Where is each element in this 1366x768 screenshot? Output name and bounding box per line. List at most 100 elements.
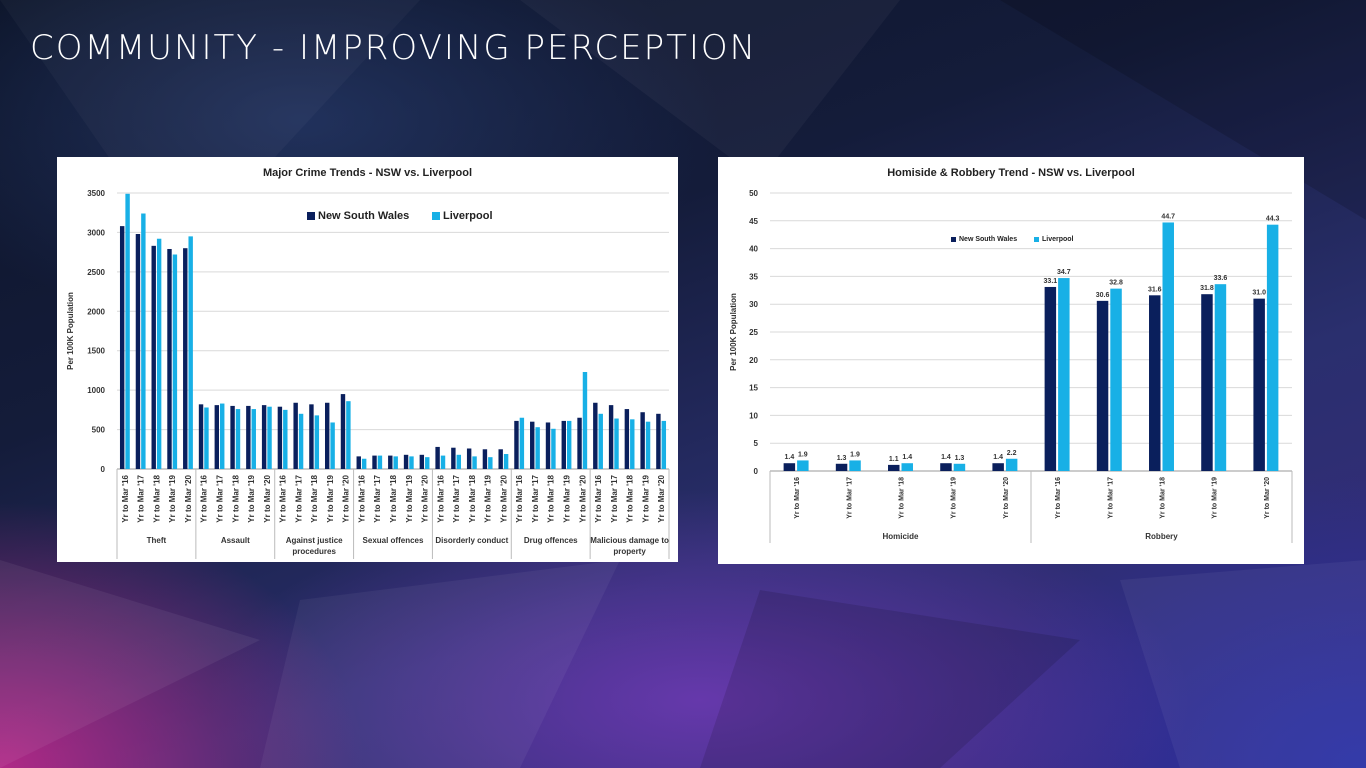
group-label-line: Sexual offences (363, 536, 424, 545)
bar-liverpool (204, 407, 209, 469)
x-tick-label: Yr to Mar '18 (547, 474, 556, 522)
bar-liverpool (377, 455, 383, 469)
y-tick-label: 1500 (87, 347, 105, 356)
bar-nsw (119, 226, 125, 469)
legend-label-nsw: New South Wales (318, 210, 409, 222)
data-label-nsw: 1.4 (941, 454, 951, 461)
y-tick-label: 35 (749, 272, 758, 281)
bar-nsw (135, 234, 141, 469)
bar-liverpool (472, 456, 477, 469)
group-label-line: Drug offences (524, 536, 578, 545)
x-tick-label: Yr to Mar '16 (200, 474, 209, 522)
bar-liverpool (393, 456, 398, 469)
bar-liverpool (598, 413, 603, 469)
group-label-line: Theft (147, 536, 167, 545)
bar-nsw (466, 448, 472, 469)
bar-liverpool (797, 460, 809, 471)
group-label-sexual-offences: Sexual offences (363, 536, 424, 545)
bar-liverpool (251, 409, 256, 469)
bar-liverpool (267, 406, 272, 469)
bar-liverpool (661, 420, 667, 469)
bar-liverpool (1214, 284, 1227, 471)
y-tick-label: 1000 (87, 386, 105, 395)
homicide-robbery-chart: Homiside & Robbery Trend - NSW vs. Liver… (729, 167, 1293, 543)
x-tick-label: Yr to Mar '17 (1107, 477, 1114, 519)
bar-liverpool (440, 455, 446, 469)
y-tick-label: 25 (749, 328, 758, 337)
bar-nsw (1149, 295, 1161, 471)
x-tick-label: Yr to Mar '17 (294, 474, 303, 522)
data-label-nsw: 31.8 (1200, 285, 1214, 292)
data-label-nsw: 31.0 (1252, 290, 1266, 297)
bar-nsw (992, 463, 1004, 471)
bar-liverpool (551, 428, 556, 469)
y-tick-label: 45 (749, 217, 758, 226)
legend-swatch-nsw (951, 237, 956, 242)
data-label-liverpool: 1.4 (902, 454, 912, 461)
bar-liverpool (314, 415, 320, 469)
bar-nsw (419, 454, 425, 469)
y-tick-label: 2500 (87, 268, 105, 277)
bar-nsw (198, 404, 204, 469)
y-tick-label: 30 (749, 300, 758, 309)
bar-nsw (309, 404, 314, 469)
bar-nsw (1201, 294, 1213, 471)
x-tick-label: Yr to Mar '17 (216, 474, 225, 522)
y-tick-label: 5 (754, 439, 759, 448)
group-label-drug-offences: Drug offences (524, 536, 578, 545)
x-tick-label: Yr to Mar '16 (1055, 477, 1062, 519)
x-tick-label: Yr to Mar '19 (951, 477, 958, 519)
group-label-line: Assault (221, 536, 250, 545)
bar-nsw (940, 463, 952, 471)
bar-liverpool (1266, 224, 1279, 471)
major-crime-chart: Major Crime Trends - NSW vs. Liverpool 0 5… (66, 167, 670, 559)
group-label-against-justice-procedures: Against justice procedures (286, 536, 343, 556)
group-label-theft: Theft (147, 536, 167, 545)
bar-nsw (324, 402, 330, 469)
y-axis-label: Per 100K Population (66, 292, 75, 370)
data-label-nsw: 1.3 (837, 455, 847, 462)
x-tick-label: Yr to Mar '17 (846, 477, 853, 519)
bar-nsw (482, 449, 488, 469)
x-tick-label: Yr to Mar '19 (484, 474, 493, 522)
bar-liverpool (156, 238, 162, 469)
bar-nsw (340, 394, 346, 469)
data-label-nsw: 1.1 (889, 456, 899, 463)
bar-liverpool (456, 454, 462, 469)
y-tick-label: 500 (92, 426, 106, 435)
group-label-homicide: Homicide (882, 532, 919, 541)
bar-liverpool (1058, 278, 1070, 471)
bar-nsw (388, 455, 393, 469)
bar-nsw (435, 446, 440, 469)
x-tick-label: Yr to Mar '18 (389, 474, 398, 522)
bar-nsw (1044, 286, 1057, 471)
x-tick-label: Yr to Mar '18 (626, 474, 635, 522)
bar-liverpool (535, 427, 540, 469)
legend-label-nsw: New South Wales (959, 236, 1017, 243)
y-tick-label: 50 (749, 189, 758, 198)
bar-nsw (277, 406, 283, 469)
bar-nsw (835, 463, 848, 471)
bar-liverpool (849, 460, 861, 471)
x-tick-label: Yr to Mar '19 (405, 474, 414, 522)
x-tick-label: Yr to Mar '18 (231, 474, 240, 522)
bar-liverpool (409, 456, 414, 469)
y-axis-label: Per 100K Population (729, 293, 738, 371)
bar-liverpool (503, 454, 509, 469)
bar-liverpool (330, 422, 335, 469)
bar-nsw (183, 248, 188, 469)
bar-liverpool (901, 463, 913, 471)
bar-liverpool (1005, 458, 1018, 471)
bar-nsw (640, 412, 645, 469)
bar-liverpool (235, 409, 241, 469)
bar-liverpool (346, 401, 351, 469)
bar-nsw (372, 455, 377, 469)
bar-nsw (1096, 300, 1109, 471)
x-tick-label: Yr to Mar '20 (421, 474, 430, 522)
legend-label-liverpool: Liverpool (1042, 236, 1074, 243)
bar-nsw (261, 405, 267, 469)
data-label-liverpool: 1.3 (955, 455, 965, 462)
bar-nsw (593, 402, 598, 469)
bar-liverpool (614, 418, 619, 469)
x-tick-label: Yr to Mar '20 (1264, 477, 1271, 519)
